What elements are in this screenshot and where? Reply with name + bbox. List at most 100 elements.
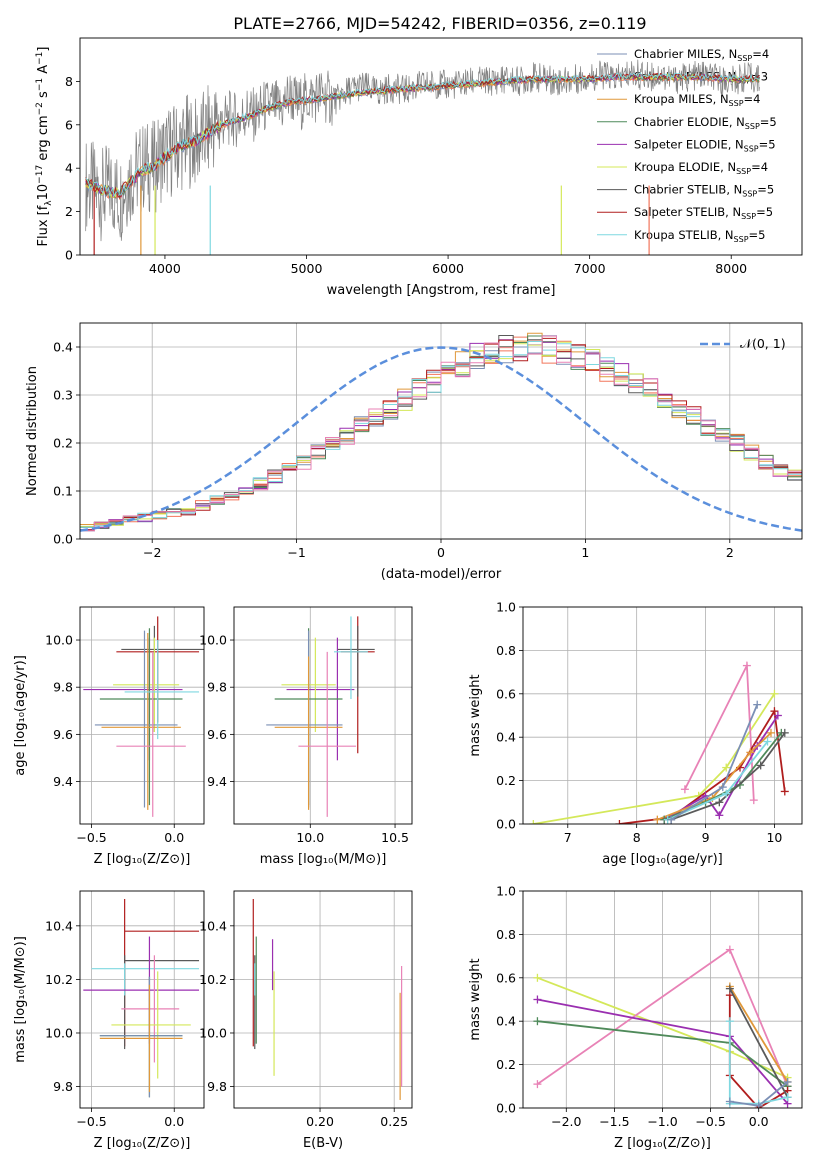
weight-series-line	[729, 986, 789, 1083]
y-tick-label: 0.1	[53, 484, 73, 499]
legend-entry-count: =5	[756, 205, 773, 219]
y-tick-label: 0.2	[496, 1057, 516, 1072]
x-tick-label: 6000	[432, 261, 464, 276]
legend-entry-sub: SSP	[744, 144, 759, 153]
x-tick-label: −2	[143, 545, 161, 560]
y-tick-label: 4	[65, 161, 73, 176]
legend-entry-sub: SSP	[734, 235, 749, 244]
weight-series-line	[656, 732, 772, 821]
y-tick-label: 0.8	[496, 927, 516, 942]
x-tick-label: 0.0	[164, 830, 184, 845]
y-tick-label: 9.8	[53, 680, 73, 695]
x-tick-label: 1	[581, 545, 589, 560]
y-tick-label: 0.0	[496, 1101, 516, 1116]
legend-entry-name: Salpeter STELIB, N	[634, 205, 741, 219]
x-tick-label: −1	[287, 545, 305, 560]
x-tick-label: 0.20	[306, 1114, 334, 1129]
x-tick-label: −0.5	[76, 830, 106, 845]
mass_vs_ebv-plot-area	[252, 899, 403, 1100]
legend-entry-sub: SSP	[742, 190, 757, 199]
y-tick-label: 6	[65, 117, 73, 132]
axes-frame	[522, 606, 803, 825]
weight_vs_Z-axes: −2.0 −1.5 −1.0 −0.5 0.0 0.0 0.2 0.4 0.6 0.8 1.0 Z […	[468, 884, 802, 1151]
y-axis-label-part: ]	[36, 47, 51, 52]
x-tick-label: −0.5	[695, 1114, 725, 1129]
y-axis-label: mass weight	[468, 674, 483, 756]
y-tick-label: 1.0	[496, 884, 516, 899]
x-axis-label: age [log₁₀(age/yr)]	[602, 852, 723, 867]
x-tick-label: 7000	[574, 261, 606, 276]
x-tick-label: 5000	[291, 261, 323, 276]
legend-entry-name: Chabrier ELODIE, N	[634, 115, 745, 129]
axes-frame	[79, 322, 803, 540]
axes-frame	[79, 37, 803, 256]
y-tick-label: 0	[65, 248, 73, 263]
x-tick-label: 0.0	[164, 1114, 184, 1129]
y-tick-label: 10.4	[45, 918, 73, 933]
x-tick-label: −1.5	[599, 1114, 629, 1129]
model-fit-line	[85, 72, 760, 198]
y-axis-label: mass [log₁₀(M/M⊙)]	[13, 936, 28, 1063]
legend-entry-name: Chabrier MILES, N	[634, 47, 737, 61]
y-tick-label: 9.4	[207, 774, 227, 789]
y-tick-label: 9.6	[207, 727, 227, 742]
x-tick-label: 0	[437, 545, 445, 560]
model-fit-line	[85, 74, 760, 199]
histogram-step	[80, 335, 802, 532]
y-axis-label-part: −1	[35, 78, 45, 91]
y-axis-label-part: Flux [f	[36, 205, 51, 246]
x-tick-label: 8	[633, 830, 641, 845]
y-tick-label: 10.4	[199, 918, 227, 933]
x-tick-label: 8000	[715, 261, 747, 276]
y-tick-label: 10.0	[199, 1025, 227, 1040]
age_vs_mass-plot-area	[266, 616, 375, 817]
y-tick-label: 0.6	[496, 970, 516, 985]
y-tick-label: 0.8	[496, 643, 516, 658]
weight_vs_Z-plot-area	[533, 945, 792, 1108]
age_vs_Z-axes: −0.5 0.0 9.4 9.6 9.8 10.0 Z [log₁₀(Z/Z⊙)] age […	[13, 607, 204, 867]
x-tick-label: 10	[766, 830, 782, 845]
y-tick-label: 9.6	[53, 727, 73, 742]
axes-frame	[79, 890, 205, 1109]
legend-entry: 𝒩(0, 1)	[740, 336, 786, 351]
legend-entry-sub: SSP	[736, 167, 751, 176]
y-axis-label: Normed distribution	[25, 366, 40, 496]
weight-series-line	[533, 693, 776, 824]
legend-entry-sub: SSP	[741, 212, 756, 221]
y-tick-label: 1.0	[496, 600, 516, 615]
legend-entry: Chabrier MILES, NSSP=4	[634, 47, 769, 63]
mass_vs_Z-plot-area	[83, 899, 200, 1098]
axes-frame	[233, 890, 413, 1109]
x-tick-label: 0.0	[749, 1114, 769, 1129]
x-tick-label: 4000	[149, 261, 181, 276]
x-tick-label: 2	[726, 545, 734, 560]
weight_vs_age-axes: 7 8 9 10 0.0 0.2 0.4 0.6 0.8 1.0 age [log₁₀(age/yr…	[468, 600, 802, 867]
y-axis-label-part: 10	[36, 184, 51, 201]
x-tick-label: 10.0	[296, 830, 324, 845]
x-tick-label: 7	[564, 830, 572, 845]
y-tick-label: 10.2	[199, 972, 227, 987]
y-tick-label: 8	[65, 74, 73, 89]
legend-entry: Chabrier STELIB, NSSP=5	[634, 183, 774, 199]
y-tick-label: 0.4	[53, 340, 73, 355]
legend-entry-count: =4	[744, 92, 761, 106]
legend-entry-count: =5	[749, 228, 766, 242]
figure-title: PLATE=2766, MJD=54242, FIBERID=0356, z=0…	[233, 14, 646, 33]
y-tick-label: 0.0	[53, 532, 73, 547]
x-axis-label: (data-model)/error	[381, 567, 502, 582]
x-tick-label: 10.5	[381, 830, 409, 845]
y-tick-label: 0.4	[496, 1014, 516, 1029]
y-axis-label-part: −17	[35, 165, 45, 184]
y-tick-label: 0.0	[496, 817, 516, 832]
y-axis-label-part: λ	[44, 200, 54, 206]
legend-entry: Chabrier ELODIE, NSSP=5	[634, 115, 777, 131]
x-axis-label: mass [log₁₀(M/M⊙)]	[260, 852, 387, 867]
x-tick-label: 9	[702, 830, 710, 845]
legend-entry: Salpeter STELIB, NSSP=5	[634, 205, 773, 221]
legend-entry-count: =5	[757, 183, 774, 197]
legend-entry-sub: SSP	[745, 122, 760, 131]
legend-entry: Kroupa MILES, NSSP=4	[634, 92, 760, 108]
residuals-axes: −2 −1 0 1 2 0.0 0.1 0.2 0.3 0.4 (data-model)/error…	[25, 323, 802, 582]
y-tick-label: 0.2	[496, 773, 516, 788]
